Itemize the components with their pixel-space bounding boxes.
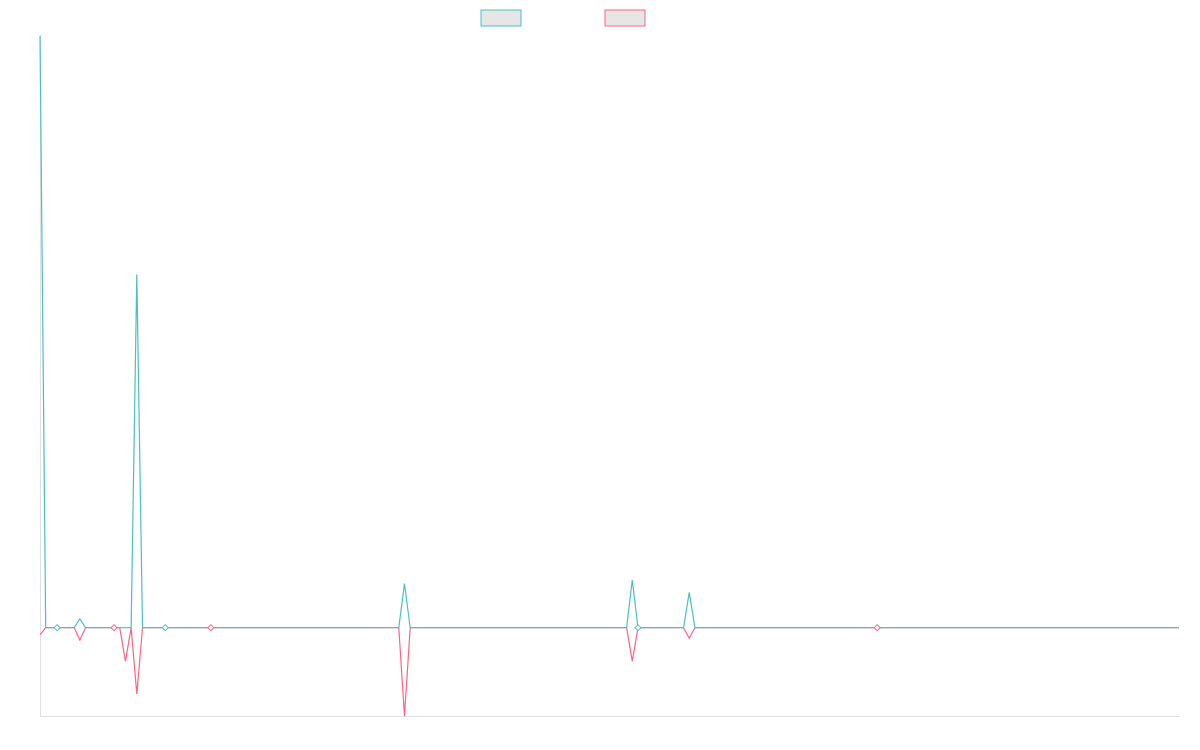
series-layer	[39, 35, 1179, 717]
marker-layer	[53, 623, 881, 632]
legend-swatch-series-2[interactable]	[604, 9, 646, 27]
point-marker-1	[53, 623, 61, 632]
axes	[40, 35, 1180, 717]
legend-swatch-series-1[interactable]	[480, 9, 522, 27]
legend[interactable]	[480, 9, 646, 27]
point-marker-5	[634, 623, 642, 632]
point-marker-3	[161, 623, 169, 632]
series-line-1	[39, 35, 1179, 629]
point-marker-6	[873, 623, 881, 632]
series-line-2	[39, 627, 1179, 717]
point-marker-4	[207, 623, 215, 632]
point-marker-2	[110, 623, 118, 632]
